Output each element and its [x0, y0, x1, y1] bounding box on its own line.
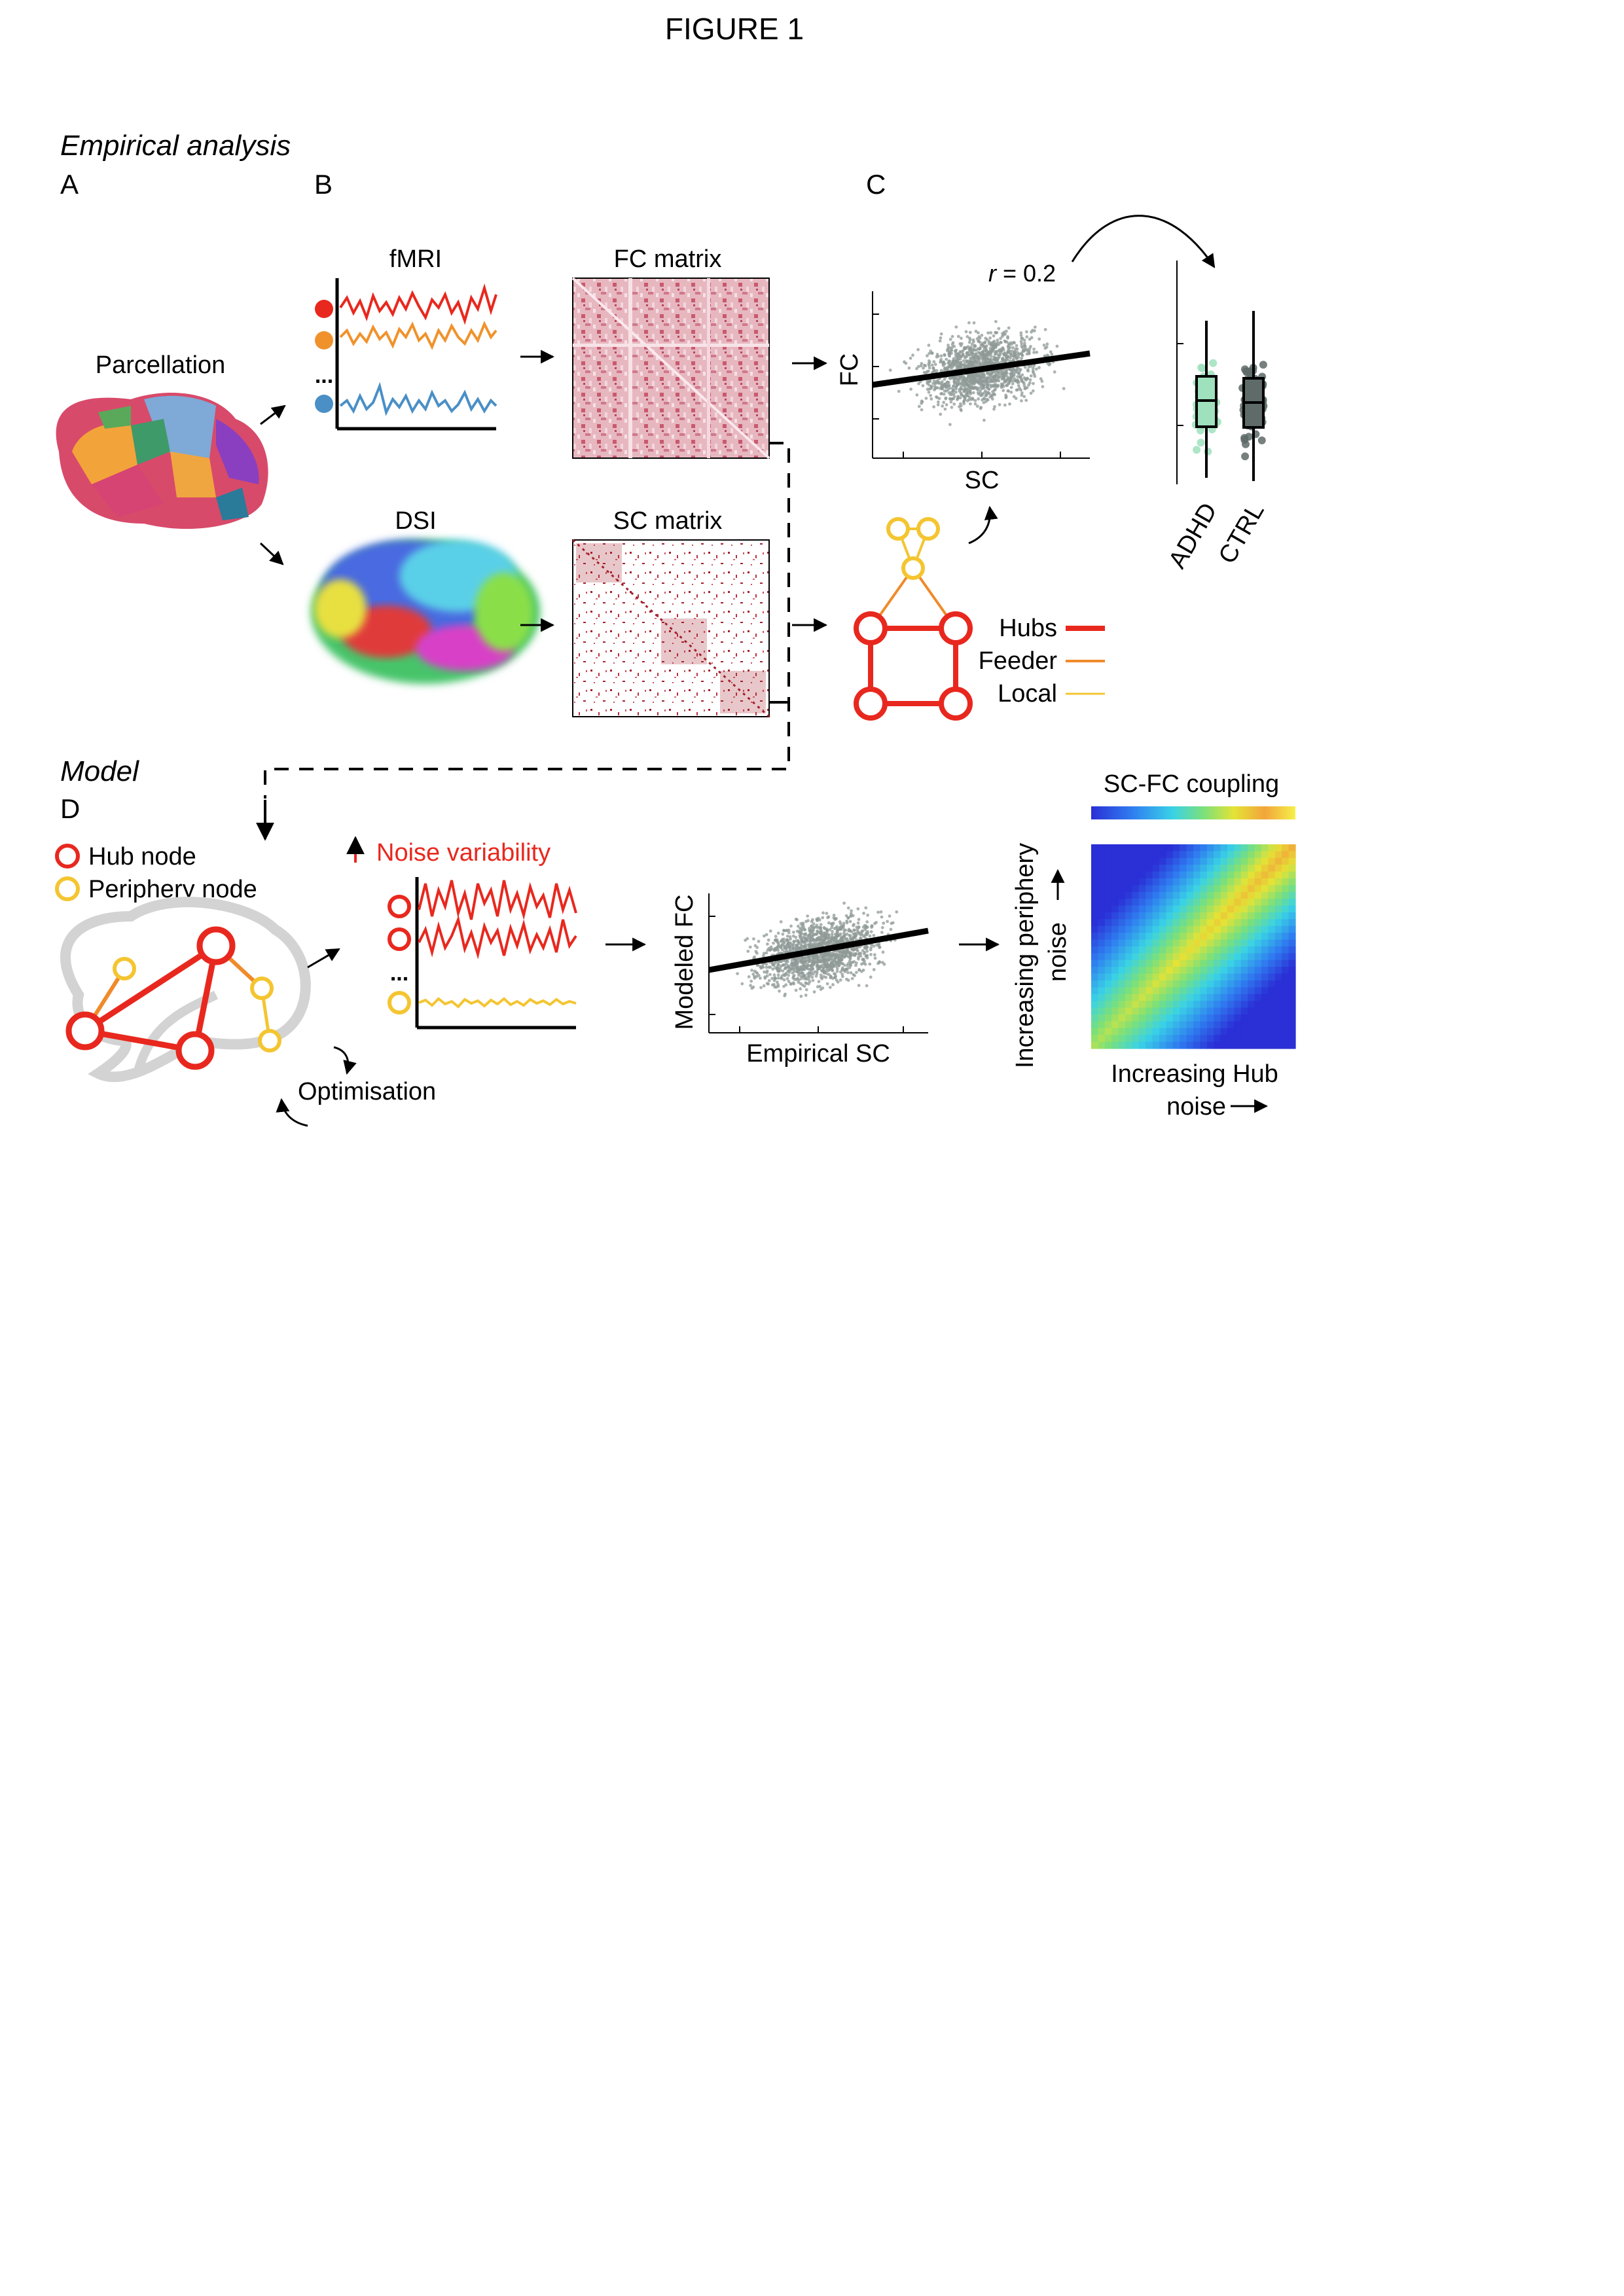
- modeled-fc-scatter: [708, 893, 929, 1033]
- figure-title: FIGURE 1: [665, 12, 804, 46]
- fc-matrix: [571, 277, 770, 459]
- arrow-parcellation-to-dsi: [259, 542, 284, 565]
- fmri-series-blue: [339, 382, 497, 416]
- fc-matrix-label: FC matrix: [614, 245, 722, 273]
- panel-label-c: C: [866, 169, 886, 200]
- heatmap-xlabel-line1: Increasing Hub: [1111, 1060, 1278, 1088]
- model-network: [65, 926, 281, 1070]
- legend-feeder-label: Feeder: [979, 647, 1058, 675]
- modeled-regression-line: [708, 927, 929, 973]
- section-empirical-analysis: Empirical analysis: [60, 130, 291, 162]
- dsi-label: DSI: [395, 507, 436, 535]
- sc-matrix: [571, 539, 770, 718]
- heatmap-ylabel-line1: Increasing periphery: [1011, 843, 1039, 1068]
- scatter-ylabel: FC: [836, 353, 863, 387]
- panel-label-d: D: [60, 793, 80, 824]
- coupling-heatmap: [1091, 844, 1296, 1049]
- scatter-points: [888, 319, 1066, 426]
- boxplot-label-ctrl: CTRL: [1214, 499, 1270, 569]
- fmri-series-red: [339, 283, 497, 325]
- fmri-ellipsis: ...: [315, 363, 333, 388]
- brain-parcellation-icon: [56, 393, 268, 529]
- periphery-node-legend-icon: [55, 876, 80, 901]
- model-series-hub-2: [418, 915, 577, 960]
- correlation-value: r = 0.2: [988, 260, 1056, 287]
- arrow-r-to-boxplot: [1071, 215, 1216, 268]
- optimisation-label: Optimisation: [298, 1078, 436, 1105]
- legend-hubs-label: Hubs: [999, 615, 1057, 642]
- noise-variability-label: Noise variability: [376, 839, 550, 867]
- section-model: Model: [60, 755, 139, 787]
- panel-label-b: B: [314, 169, 333, 200]
- heatmap-ylabel-line2: noise: [1044, 922, 1072, 982]
- sc-matrix-label: SC matrix: [613, 507, 723, 535]
- boxplot-label-adhd: ADHD: [1164, 499, 1223, 573]
- model-series-periphery: [418, 997, 577, 1009]
- arrow-model-to-timeseries: [307, 948, 340, 969]
- coupling-colorbar: [1091, 806, 1295, 819]
- optimisation-arrow-right: [333, 1046, 357, 1075]
- model-timeseries-ellipsis: ...: [390, 961, 408, 986]
- fmri-series-orange: [339, 321, 497, 350]
- optimisation-arrow-left: [276, 1098, 308, 1127]
- modeled-scatter-xlabel: Empirical SC: [746, 1040, 890, 1067]
- orange-region-marker: [315, 331, 333, 350]
- fmri-label: fMRI: [389, 245, 442, 273]
- panel-label-a: A: [60, 169, 79, 200]
- modeled-scatter-ylabel: Modeled FC: [671, 895, 698, 1030]
- red-region-marker: [315, 300, 333, 318]
- regression-line: [872, 350, 1091, 388]
- parcellation-label: Parcellation: [96, 351, 226, 379]
- fmri-timeseries-plot: ...: [315, 278, 497, 431]
- model-series-hub-1: [418, 880, 577, 920]
- r-number: = 0.2: [996, 260, 1056, 287]
- r-symbol: r: [988, 260, 998, 287]
- hub-node-label: Hub node: [88, 843, 196, 870]
- heatmap-xlabel-line2: noise: [1166, 1093, 1226, 1121]
- hub-network-diagram: [854, 517, 973, 721]
- coupling-title: SC-FC coupling: [1104, 770, 1279, 798]
- arrow-parcellation-to-fmri: [260, 404, 286, 425]
- boxplot: [1176, 260, 1268, 484]
- model-timeseries-plot: ...: [388, 877, 577, 1030]
- blue-region-marker: [315, 395, 333, 413]
- dashed-connector: [264, 442, 790, 798]
- scatter-xlabel: SC: [965, 467, 1000, 494]
- legend-local-label: Local: [998, 680, 1057, 708]
- hub-node-legend-icon: [55, 844, 80, 869]
- dsi-tractography-icon: [311, 540, 540, 684]
- sc-fc-scatter: [872, 291, 1091, 459]
- arrow-network-to-scatter: [968, 505, 998, 545]
